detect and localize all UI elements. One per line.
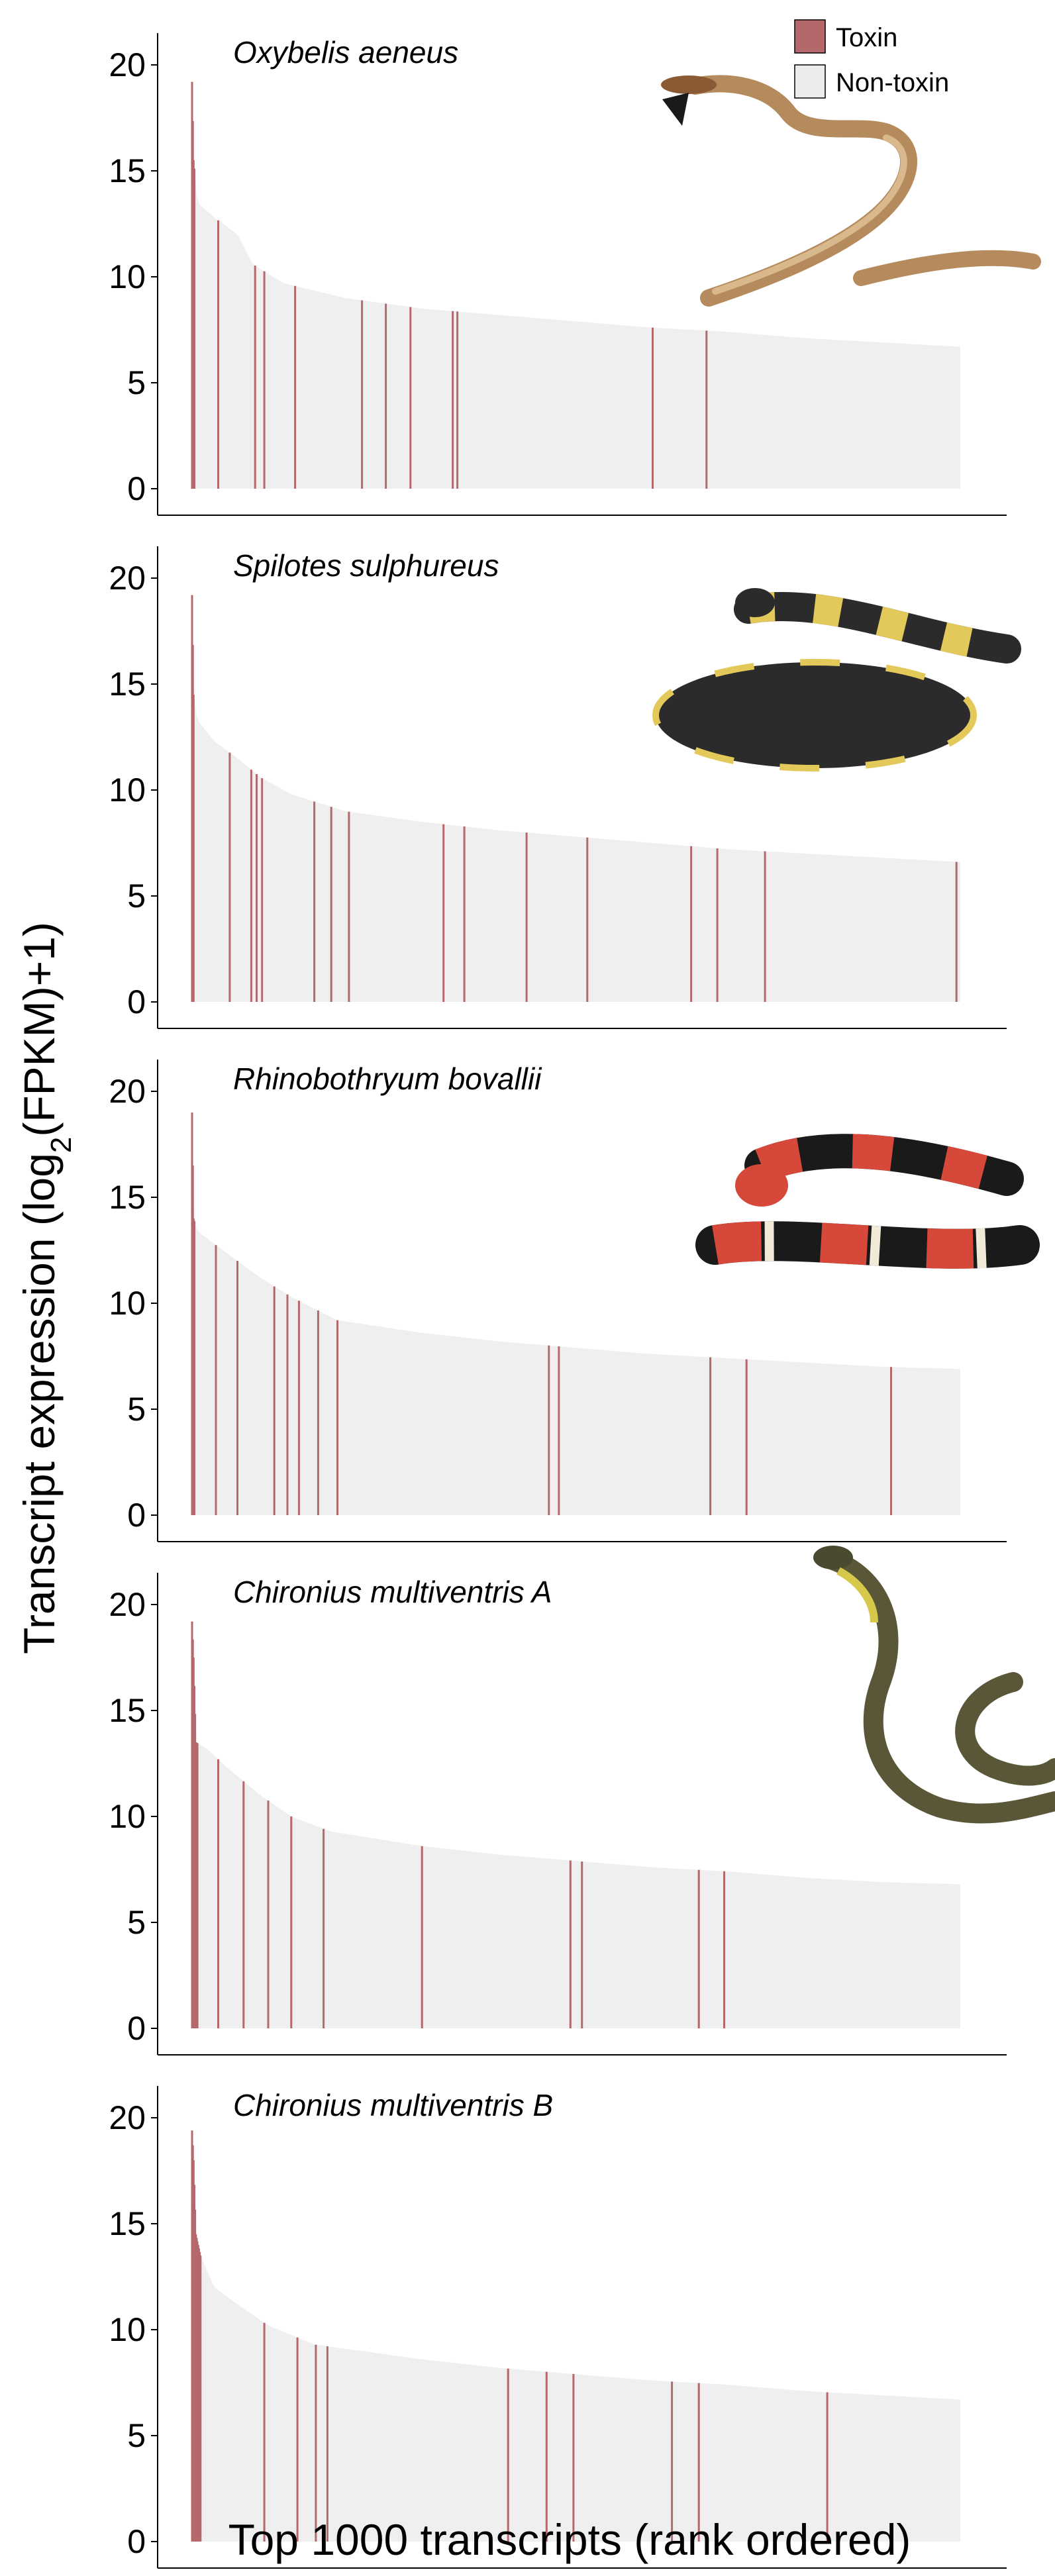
y-tick-label: 15 bbox=[109, 1692, 146, 1729]
y-tick-label: 5 bbox=[127, 877, 146, 915]
nontoxin-area bbox=[192, 81, 960, 489]
y-tick-label: 15 bbox=[109, 2205, 146, 2242]
y-tick-label: 10 bbox=[109, 1285, 146, 1322]
panel-title: Spilotes sulphureus bbox=[233, 548, 499, 583]
legend-swatch-toxin bbox=[794, 19, 826, 54]
panel-title: Oxybelis aeneus bbox=[233, 35, 458, 70]
y-tick-label: 0 bbox=[127, 1497, 146, 1534]
y-tick-label: 0 bbox=[127, 2523, 146, 2560]
y-tick-label: 5 bbox=[127, 364, 146, 401]
nontoxin-area bbox=[192, 1113, 960, 1515]
y-tick-label: 5 bbox=[127, 1904, 146, 1941]
nontoxin-area bbox=[192, 1621, 960, 2028]
legend-swatch-nontoxin bbox=[794, 64, 826, 99]
y-tick-label: 5 bbox=[127, 1391, 146, 1428]
snake-photo-chironius bbox=[813, 1546, 1055, 1824]
y-tick-label: 20 bbox=[109, 46, 146, 83]
panel-3: 0 5 10 15 20 Rhinobothryum bovallii bbox=[109, 1060, 1007, 1542]
panel-title: Rhinobothryum bovallii bbox=[233, 1062, 542, 1096]
panel-2: 0 5 10 15 20 Spilotes sulphureus bbox=[109, 546, 1007, 1029]
y-tick-label: 10 bbox=[109, 771, 146, 809]
y-axis-label-subscript: 2 bbox=[45, 1137, 77, 1153]
y-tick-label: 20 bbox=[109, 1073, 146, 1110]
x-axis-label: Top 1000 transcripts (rank ordered) bbox=[228, 2515, 911, 2564]
snake-photo-spilotes bbox=[652, 588, 1021, 771]
panel-1: 0 5 10 15 20 Oxybelis aeneus bbox=[109, 33, 1007, 516]
panel-title: Chironius multiventris B bbox=[233, 2088, 553, 2122]
y-tick-label: 0 bbox=[127, 470, 146, 507]
panel-5: 0 5 10 15 20 Chironius multiventris B bbox=[109, 2086, 1007, 2569]
y-tick-label: 20 bbox=[109, 1586, 146, 1623]
nontoxin-area bbox=[192, 2130, 960, 2542]
y-tick-label: 5 bbox=[127, 2417, 146, 2454]
y-axis-label-main: Transcript expression (log bbox=[15, 1153, 64, 1654]
y-tick-label: 10 bbox=[109, 258, 146, 295]
legend-label-nontoxin: Non-toxin bbox=[836, 68, 949, 97]
y-tick-label: 15 bbox=[109, 666, 146, 703]
y-tick-label: 10 bbox=[109, 1798, 146, 1835]
snake-photo-rhinobothryum bbox=[695, 1134, 1040, 1269]
y-axis-label: Transcript expression (log2(FPKM)+1) bbox=[15, 922, 77, 1654]
nontoxin-area bbox=[192, 595, 960, 1002]
panel-4: 0 5 10 15 20 Chironius multiventris A bbox=[109, 1573, 1007, 2056]
legend: Toxin Non-toxin bbox=[794, 19, 949, 99]
y-axis-label-tail: (FPKM)+1) bbox=[15, 922, 64, 1137]
panel-title: Chironius multiventris A bbox=[233, 1575, 552, 1609]
legend-label-toxin: Toxin bbox=[836, 23, 897, 52]
y-tick-label: 10 bbox=[109, 2311, 146, 2348]
snake-photo-oxybelis bbox=[661, 75, 1041, 307]
y-tick-label: 15 bbox=[109, 1179, 146, 1216]
y-tick-label: 20 bbox=[109, 2099, 146, 2136]
panels-group: 0 5 10 15 20 Oxybelis aeneus 0 5 10 15 20 Spilotes … bbox=[109, 33, 1007, 2569]
y-tick-label: 0 bbox=[127, 2010, 146, 2047]
y-tick-label: 0 bbox=[127, 983, 146, 1020]
y-tick-label: 15 bbox=[109, 152, 146, 189]
y-tick-label: 20 bbox=[109, 560, 146, 597]
